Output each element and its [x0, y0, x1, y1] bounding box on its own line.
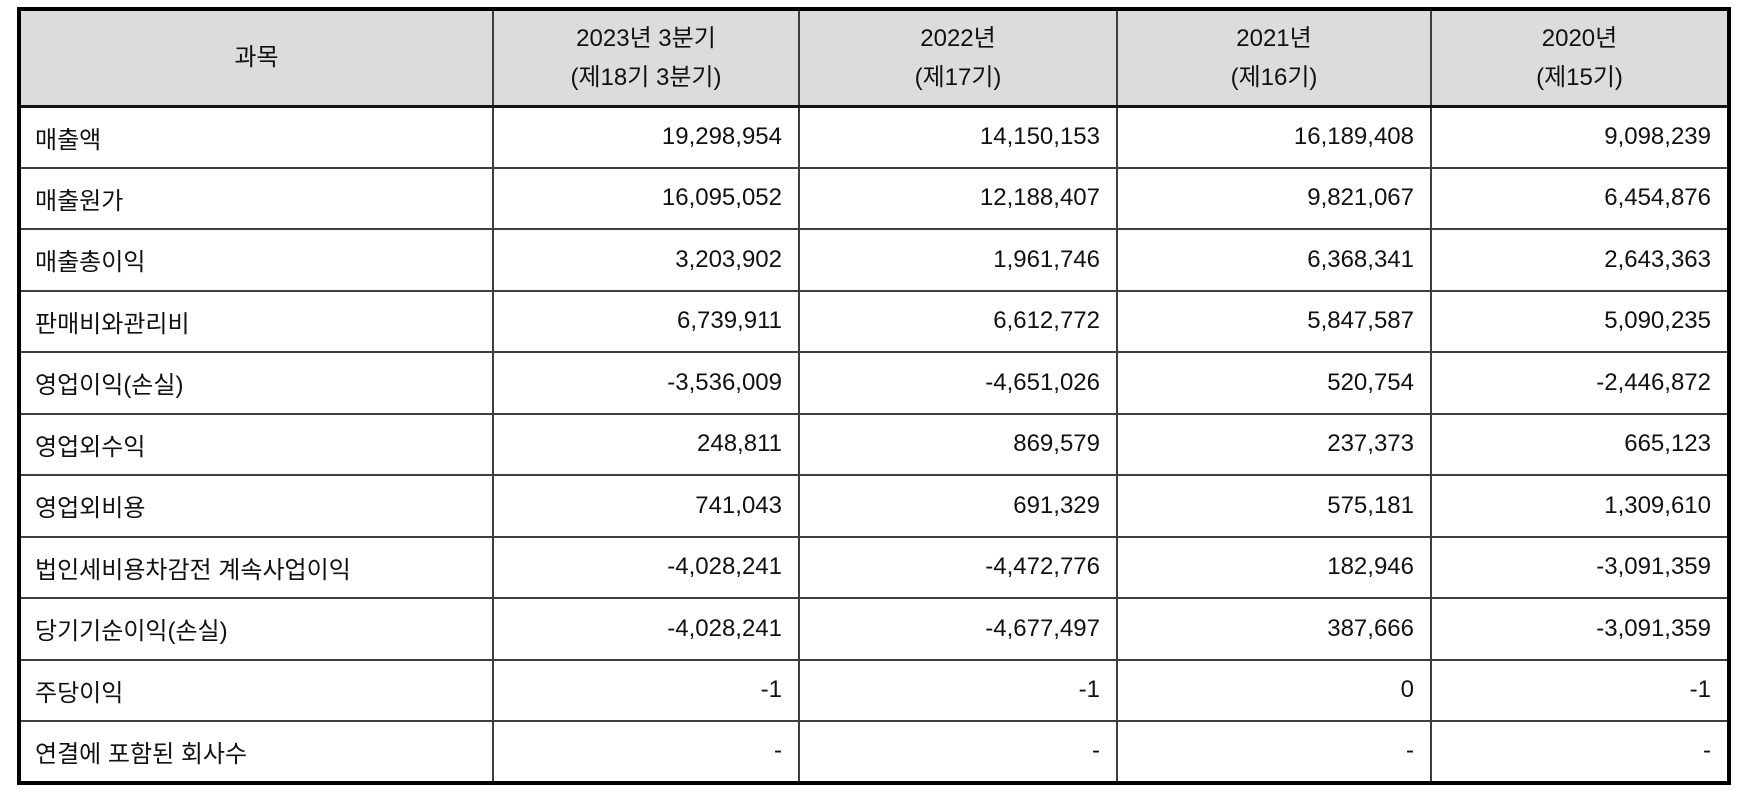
cell-value: 14,150,153: [798, 105, 1118, 169]
cell-value: 665,123: [1430, 412, 1730, 476]
row-label: 판매비와관리비: [18, 289, 494, 353]
cell-value: -4,651,026: [798, 351, 1118, 415]
cell-value: 691,329: [798, 474, 1118, 538]
cell-value: 6,739,911: [492, 289, 800, 353]
cell-value: 6,454,876: [1430, 166, 1730, 230]
cell-value: -3,091,359: [1430, 535, 1730, 599]
column-title: 2021년: [1236, 24, 1312, 52]
cell-value: 182,946: [1116, 535, 1432, 599]
cell-value: -1: [492, 658, 800, 722]
cell-value: 16,095,052: [492, 166, 800, 230]
column-header-2020: 2020년 (제15기): [1430, 8, 1730, 108]
financial-statement-table: 과목 2023년 3분기 (제18기 3분기) 2022년 (제17기) 202…: [17, 7, 1731, 785]
cell-value: 12,188,407: [798, 166, 1118, 230]
table-row: 법인세비용차감전 계속사업이익 -4,028,241 -4,472,776 182,9…: [18, 535, 1730, 599]
table-row: 당기기순이익(손실) -4,028,241 -4,677,497 387,666 -3,…: [18, 597, 1730, 661]
cell-value: 9,098,239: [1430, 105, 1730, 169]
column-header-2023-q3: 2023년 3분기 (제18기 3분기): [492, 8, 800, 108]
table-row: 영업외비용 741,043 691,329 575,181 1,309,610: [18, 474, 1730, 538]
cell-value: -4,472,776: [798, 535, 1118, 599]
column-title: 2020년: [1541, 24, 1618, 52]
cell-value: 5,847,587: [1116, 289, 1432, 353]
cell-value: 19,298,954: [492, 105, 800, 169]
row-label: 매출액: [18, 105, 494, 169]
cell-value: 16,189,408: [1116, 105, 1432, 169]
row-label: 영업외수익: [18, 412, 494, 476]
cell-value: 869,579: [798, 412, 1118, 476]
column-header-2022: 2022년 (제17기): [798, 8, 1118, 108]
cell-value: -3,091,359: [1430, 597, 1730, 661]
cell-value: -4,028,241: [492, 535, 800, 599]
cell-value: 741,043: [492, 474, 800, 538]
column-title: 과목: [234, 44, 279, 72]
cell-value: -: [798, 720, 1118, 784]
column-subtitle: (제18기 3분기): [570, 63, 722, 91]
column-subtitle: (제17기): [914, 63, 1002, 91]
cell-value: -2,446,872: [1430, 351, 1730, 415]
cell-value: 2,643,363: [1430, 228, 1730, 292]
column-subtitle: (제15기): [1536, 63, 1623, 91]
cell-value: 6,368,341: [1116, 228, 1432, 292]
cell-value: -1: [798, 658, 1118, 722]
header-row: 과목 2023년 3분기 (제18기 3분기) 2022년 (제17기) 202…: [18, 8, 1730, 108]
cell-value: 5,090,235: [1430, 289, 1730, 353]
cell-value: 6,612,772: [798, 289, 1118, 353]
table-header: 과목 2023년 3분기 (제18기 3분기) 2022년 (제17기) 202…: [18, 8, 1730, 108]
cell-value: 248,811: [492, 412, 800, 476]
row-label: 당기기순이익(손실): [18, 597, 494, 661]
cell-value: -1: [1430, 658, 1730, 722]
table-row: 매출총이익 3,203,902 1,961,746 6,368,341 2,643,36…: [18, 228, 1730, 292]
table-row: 영업이익(손실) -3,536,009 -4,651,026 520,754 -2,44…: [18, 351, 1730, 415]
column-title: 2023년 3분기: [576, 24, 716, 52]
cell-value: 3,203,902: [492, 228, 800, 292]
table-row: 매출액 19,298,954 14,150,153 16,189,408 9,098,2…: [18, 105, 1730, 169]
row-label: 법인세비용차감전 계속사업이익: [18, 535, 494, 599]
cell-value: -: [492, 720, 800, 784]
table-row: 영업외수익 248,811 869,579 237,373 665,123: [18, 412, 1730, 476]
row-label: 연결에 포함된 회사수: [18, 720, 494, 784]
cell-value: -4,028,241: [492, 597, 800, 661]
table-row: 주당이익 -1 -1 0 -1: [18, 658, 1730, 722]
cell-value: -3,536,009: [492, 351, 800, 415]
table-body: 매출액 19,298,954 14,150,153 16,189,408 9,098,2…: [18, 105, 1730, 784]
column-title: 2022년: [920, 24, 996, 52]
cell-value: 1,961,746: [798, 228, 1118, 292]
cell-value: -4,677,497: [798, 597, 1118, 661]
table-row: 연결에 포함된 회사수 - - - -: [18, 720, 1730, 784]
cell-value: 9,821,067: [1116, 166, 1432, 230]
cell-value: 575,181: [1116, 474, 1432, 538]
row-label: 주당이익: [18, 658, 494, 722]
cell-value: 1,309,610: [1430, 474, 1730, 538]
cell-value: 387,666: [1116, 597, 1432, 661]
row-label: 매출원가: [18, 166, 494, 230]
table-row: 매출원가 16,095,052 12,188,407 9,821,067 6,454,8…: [18, 166, 1730, 230]
row-label: 매출총이익: [18, 228, 494, 292]
row-label: 영업외비용: [18, 474, 494, 538]
cell-value: -: [1116, 720, 1432, 784]
cell-value: 0: [1116, 658, 1432, 722]
row-label: 영업이익(손실): [18, 351, 494, 415]
column-header-subject: 과목: [18, 8, 494, 108]
column-subtitle: (제16기): [1230, 63, 1318, 91]
cell-value: 237,373: [1116, 412, 1432, 476]
table-row: 판매비와관리비 6,739,911 6,612,772 5,847,587 5,090,…: [18, 289, 1730, 353]
column-header-2021: 2021년 (제16기): [1116, 8, 1432, 108]
cell-value: 520,754: [1116, 351, 1432, 415]
cell-value: -: [1430, 720, 1730, 784]
